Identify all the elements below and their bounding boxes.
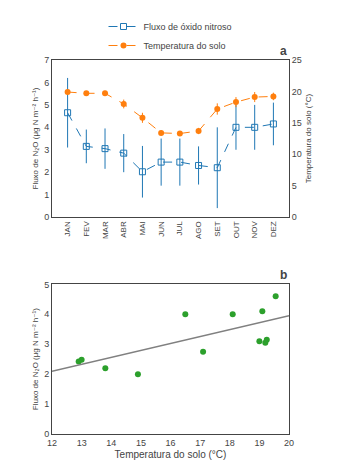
svg-text:12: 12 bbox=[47, 438, 57, 448]
svg-text:2: 2 bbox=[44, 369, 49, 379]
svg-text:Fluxo de N₂O (μg N m⁻² h⁻¹): Fluxo de N₂O (μg N m⁻² h⁻¹) bbox=[31, 308, 40, 410]
svg-text:2: 2 bbox=[44, 167, 49, 177]
svg-text:17: 17 bbox=[195, 438, 205, 448]
svg-text:14: 14 bbox=[106, 438, 116, 448]
svg-text:25: 25 bbox=[292, 55, 302, 65]
svg-text:Temperatura do solo (°C): Temperatura do solo (°C) bbox=[115, 449, 227, 460]
svg-text:SET: SET bbox=[213, 221, 222, 237]
svg-text:6: 6 bbox=[44, 78, 49, 88]
svg-text:0: 0 bbox=[44, 429, 49, 439]
svg-text:5: 5 bbox=[292, 181, 297, 191]
svg-text:1: 1 bbox=[44, 399, 49, 409]
svg-text:4: 4 bbox=[44, 309, 49, 319]
svg-text:FEV: FEV bbox=[82, 221, 91, 237]
svg-text:4: 4 bbox=[44, 122, 49, 132]
svg-text:0: 0 bbox=[44, 212, 49, 222]
svg-text:5: 5 bbox=[44, 280, 49, 290]
svg-text:ABR: ABR bbox=[119, 221, 128, 238]
svg-text:0: 0 bbox=[292, 212, 297, 222]
svg-text:15: 15 bbox=[136, 438, 146, 448]
svg-text:19: 19 bbox=[254, 438, 264, 448]
svg-text:b: b bbox=[280, 268, 287, 282]
svg-text:JUL: JUL bbox=[175, 221, 184, 236]
svg-text:Fluxo de óxido nitroso: Fluxo de óxido nitroso bbox=[144, 22, 232, 32]
svg-text:Temperatura do solo: Temperatura do solo bbox=[144, 41, 226, 51]
svg-text:JUN: JUN bbox=[157, 221, 166, 237]
svg-text:16: 16 bbox=[165, 438, 175, 448]
svg-text:a: a bbox=[280, 44, 287, 58]
svg-text:15: 15 bbox=[292, 118, 302, 128]
svg-text:MAR: MAR bbox=[101, 221, 110, 239]
svg-text:Temperatura do solo (°C): Temperatura do solo (°C) bbox=[304, 93, 313, 183]
svg-text:5: 5 bbox=[44, 100, 49, 110]
svg-text:1: 1 bbox=[44, 190, 49, 200]
svg-text:13: 13 bbox=[77, 438, 87, 448]
svg-text:20: 20 bbox=[292, 87, 302, 97]
svg-text:7: 7 bbox=[44, 55, 49, 65]
svg-text:20: 20 bbox=[284, 438, 294, 448]
svg-text:Fluxo de N₂O (μg N m⁻² h⁻¹): Fluxo de N₂O (μg N m⁻² h⁻¹) bbox=[31, 87, 40, 189]
svg-text:18: 18 bbox=[225, 438, 235, 448]
svg-text:3: 3 bbox=[44, 339, 49, 349]
svg-text:10: 10 bbox=[292, 149, 302, 159]
svg-text:DEZ: DEZ bbox=[269, 221, 278, 237]
svg-text:JAN: JAN bbox=[63, 221, 72, 236]
svg-text:OUT: OUT bbox=[232, 221, 241, 238]
svg-text:MAI: MAI bbox=[138, 221, 147, 235]
svg-text:NOV: NOV bbox=[250, 221, 259, 239]
svg-text:AGO: AGO bbox=[194, 221, 203, 239]
svg-text:3: 3 bbox=[44, 145, 49, 155]
